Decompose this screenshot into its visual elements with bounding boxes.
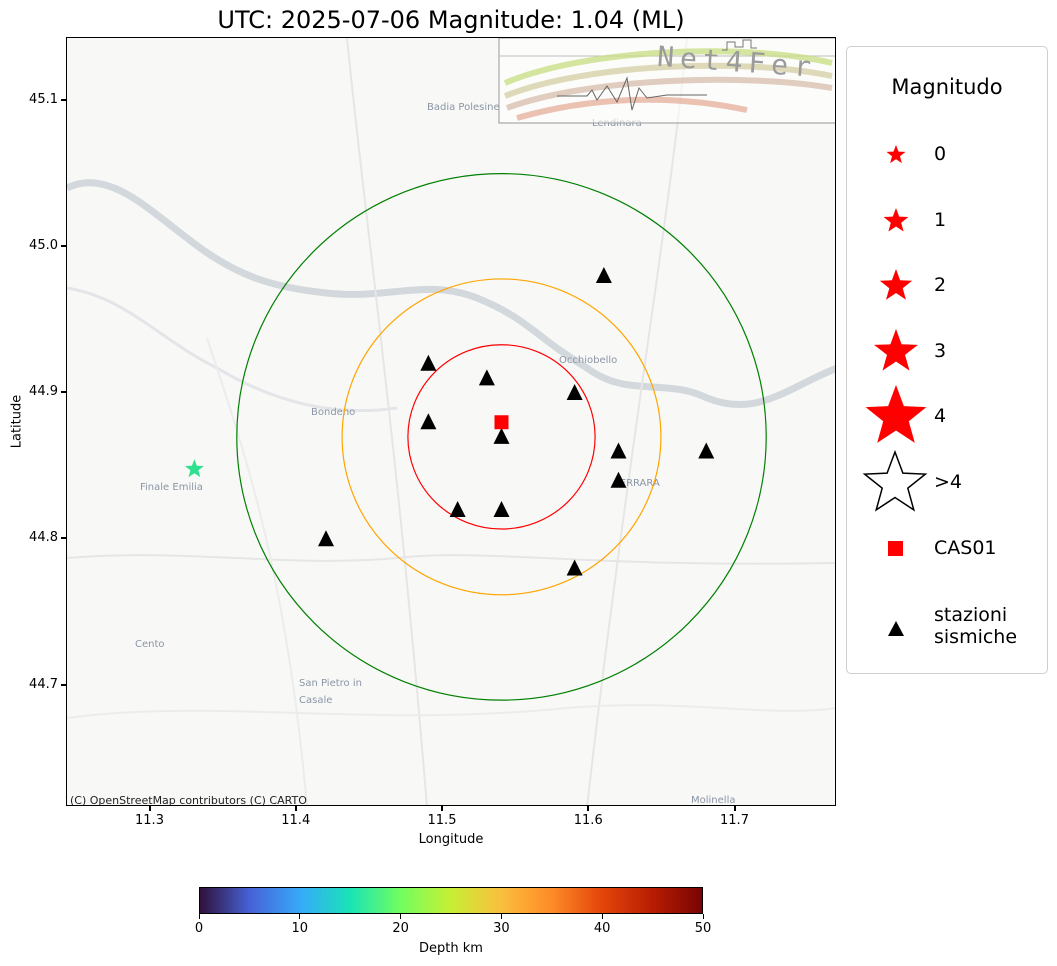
y-tick — [61, 683, 66, 686]
colorbar-label: Depth km — [419, 941, 483, 956]
map-panel[interactable]: Badia PolesineLendinaraOcchiobelloBonden… — [66, 37, 836, 806]
colorbar-tick — [500, 914, 502, 919]
x-tick — [587, 806, 590, 811]
legend-title: Magnitudo — [891, 75, 1003, 99]
seismic-stations — [318, 267, 715, 576]
legend-star — [874, 329, 918, 371]
station-triangle — [610, 471, 627, 488]
station-triangle — [698, 442, 715, 459]
station-triangle — [420, 413, 437, 430]
place-label: Finale Emilia — [140, 482, 203, 493]
legend-cas01: CAS01 — [934, 537, 997, 559]
station-triangle — [595, 267, 612, 283]
station-legend-triangle — [888, 621, 904, 636]
y-tick-label: 44.8 — [29, 530, 58, 546]
x-tick — [148, 806, 151, 811]
x-tick — [294, 806, 297, 811]
legend-star — [886, 145, 906, 164]
x-tick-label: 11.7 — [720, 813, 749, 828]
x-tick-label: 11.4 — [281, 813, 311, 828]
legend-mag-2: 2 — [934, 274, 947, 296]
distance-circle — [341, 278, 662, 596]
place-label: Casale — [299, 695, 332, 706]
net4fer-logo: Net4Fer — [498, 38, 835, 124]
y-tick-label: 45.0 — [29, 237, 58, 253]
colorbar-tick-label: 40 — [593, 921, 611, 936]
place-label: Molinella — [691, 795, 735, 806]
legend-star — [865, 385, 927, 443]
x-tick-label: 11.6 — [573, 813, 603, 828]
y-axis-title: Latitude — [9, 394, 25, 449]
colorbar-tick — [198, 914, 200, 919]
station-triangle — [449, 501, 466, 517]
legend-mag-0: 0 — [934, 143, 947, 165]
legend-star — [883, 208, 909, 232]
station-triangle — [610, 442, 627, 459]
x-tick — [733, 806, 736, 811]
x-tick — [441, 806, 443, 811]
y-tick — [61, 537, 66, 540]
station-triangle — [566, 384, 583, 400]
legend-mag-over-4: >4 — [934, 471, 963, 493]
x-tick-label: 11.3 — [135, 813, 164, 828]
colorbar-tick-label: 30 — [493, 921, 510, 936]
y-tick-label: 44.9 — [29, 384, 58, 399]
station-triangle — [478, 369, 495, 386]
cas01-marker[interactable] — [494, 415, 509, 430]
station-triangle — [493, 501, 510, 517]
y-tick — [61, 244, 66, 247]
legend-stations-2: sismiche — [934, 626, 1018, 648]
legend-mag-3: 3 — [934, 340, 947, 362]
depth-colorbar — [199, 887, 703, 914]
place-label: Bondeno — [311, 407, 355, 418]
chart-title: UTC: 2025-07-06 Magnitude: 1.04 (ML) — [217, 6, 685, 34]
place-label: Occhiobello — [559, 355, 617, 366]
map-canvas[interactable]: Badia PolesineLendinaraOcchiobelloBonden… — [67, 38, 836, 806]
colorbar-tick — [400, 914, 402, 919]
cas01-legend-square — [888, 541, 903, 556]
epicenter-marker[interactable] — [184, 459, 204, 478]
distance-circle — [407, 344, 596, 530]
colorbar-tick — [702, 914, 704, 919]
y-tick-label: 45.1 — [29, 91, 58, 107]
cas01-square — [494, 415, 509, 430]
distance-circles — [236, 173, 767, 701]
place-label: Cento — [135, 639, 165, 650]
legend-star — [879, 269, 913, 300]
legend-symbols — [862, 145, 928, 636]
legend-stations-1: stazioni — [934, 604, 1008, 626]
station-triangle — [566, 559, 583, 576]
colorbar-tick — [299, 914, 301, 919]
legend: Magnitudo 0 1 2 3 4 >4 CAS01 stazioni si… — [846, 46, 1048, 674]
colorbar-tick-label: 10 — [291, 921, 309, 936]
colorbar-tick-label: 50 — [694, 921, 712, 936]
x-tick-label: 11.5 — [427, 813, 457, 828]
epicenter-star — [184, 459, 204, 478]
legend-star-outline — [862, 449, 928, 512]
colorbar-tick-label: 20 — [392, 921, 409, 936]
place-labels: Badia PolesineLendinaraOcchiobelloBonden… — [135, 102, 735, 806]
place-label: FERRARA — [614, 478, 660, 489]
y-tick — [61, 391, 66, 393]
distance-circle — [236, 173, 767, 701]
station-triangle — [420, 354, 437, 371]
y-tick-label: 44.7 — [29, 676, 58, 692]
place-label: San Pietro in — [299, 678, 362, 689]
colorbar-tick-label: 0 — [194, 921, 204, 936]
colorbar-tick — [601, 914, 603, 919]
legend-mag-1: 1 — [934, 209, 947, 231]
place-label: Badia Polesine — [427, 102, 500, 113]
station-triangle — [318, 530, 334, 547]
x-axis-title: Longitude — [418, 832, 484, 847]
basemap — [67, 38, 835, 805]
legend-mag-4: 4 — [934, 405, 947, 427]
y-tick — [61, 98, 66, 101]
map-attribution: (C) OpenStreetMap contributors (C) CARTO — [70, 794, 307, 806]
station-triangle — [493, 427, 510, 444]
